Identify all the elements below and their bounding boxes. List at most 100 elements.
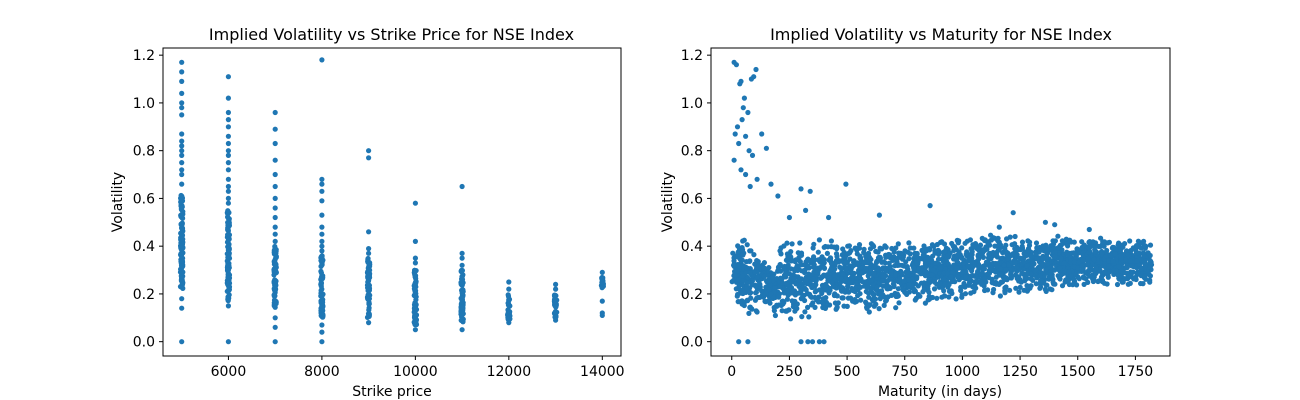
scatter-point <box>881 302 887 308</box>
scatter-point <box>746 148 752 154</box>
scatter-point <box>1055 245 1061 251</box>
scatter-point <box>734 293 740 299</box>
scatter-point <box>1089 274 1095 280</box>
scatter-point <box>848 275 855 281</box>
scatter-point <box>1147 279 1153 285</box>
scatter-point <box>552 292 558 298</box>
scatter-point <box>411 319 417 325</box>
scatter-point <box>1122 276 1128 282</box>
scatter-point <box>319 293 325 299</box>
scatter-point <box>747 270 753 276</box>
scatter-point <box>907 251 913 257</box>
scatter-point <box>318 287 324 294</box>
scatter-point <box>1106 258 1112 264</box>
scatter-point <box>224 239 231 245</box>
scatter-point <box>506 279 512 285</box>
scatter-point <box>1141 238 1147 244</box>
scatter-point <box>904 273 910 279</box>
scatter-point <box>930 267 937 273</box>
scatter-point <box>1052 281 1058 287</box>
scatter-point <box>318 276 324 283</box>
scatter-point <box>458 317 464 323</box>
scatter-point <box>225 208 231 214</box>
chart-title: Implied Volatility vs Strike Price for N… <box>209 25 574 44</box>
scatter-point <box>1138 265 1144 272</box>
scatter-point <box>747 183 753 190</box>
scatter-point <box>861 259 868 265</box>
scatter-point <box>1052 253 1058 260</box>
scatter-point <box>1052 250 1058 256</box>
scatter-point <box>914 260 920 266</box>
scatter-point <box>784 240 790 246</box>
scatter-point <box>225 167 231 173</box>
scatter-point <box>459 304 465 310</box>
scatter-point <box>1124 248 1130 254</box>
scatter-point <box>459 290 465 296</box>
scatter-point <box>1103 249 1109 255</box>
scatter-point <box>899 262 905 268</box>
scatter-point <box>808 258 814 264</box>
scatter-point <box>319 262 325 268</box>
scatter-point <box>898 250 904 256</box>
scatter-point <box>180 236 186 242</box>
scatter-point <box>1009 242 1015 248</box>
scatter-point <box>799 314 805 320</box>
scatter-point <box>942 266 948 272</box>
scatter-point <box>1077 250 1083 256</box>
scatter-point <box>599 276 605 282</box>
scatter-point <box>828 256 834 262</box>
scatter-point <box>965 263 972 269</box>
scatter-point <box>1071 259 1077 265</box>
scatter-point <box>763 299 769 305</box>
scatter-point <box>412 279 419 286</box>
scatter-point <box>272 238 278 244</box>
scatter-point <box>872 263 878 269</box>
scatter-point <box>1063 236 1069 242</box>
scatter-point <box>745 339 751 345</box>
scatter-point <box>272 140 278 147</box>
scatter-point <box>364 282 371 288</box>
scatter-point <box>964 238 970 244</box>
scatter-point <box>739 117 745 123</box>
scatter-point <box>553 303 559 309</box>
scatter-point <box>1116 264 1122 270</box>
scatter-point <box>180 280 186 287</box>
scatter-point <box>976 263 982 269</box>
scatter-point <box>320 312 326 318</box>
scatter-point <box>734 268 741 274</box>
scatter-point <box>937 265 944 271</box>
scatter-point <box>871 296 877 302</box>
scatter-point <box>969 259 975 265</box>
scatter-point <box>1052 222 1058 228</box>
scatter-point <box>981 248 987 254</box>
scatter-point <box>895 293 901 299</box>
scatter-point <box>754 176 760 182</box>
scatter-point <box>996 281 1002 287</box>
scatter-point <box>1076 276 1082 282</box>
y-tick-label: 0.2 <box>681 287 703 303</box>
scatter-point <box>225 152 231 158</box>
scatter-point <box>946 288 953 294</box>
scatter-point <box>817 287 823 293</box>
scatter-point <box>743 133 749 139</box>
scatter-point <box>853 284 859 290</box>
scatter-point <box>877 245 883 251</box>
scatter-point <box>971 244 978 250</box>
scatter-point <box>179 171 185 178</box>
scatter-point <box>1013 264 1020 270</box>
scatter-point <box>1145 250 1151 256</box>
scatter-point <box>931 286 938 292</box>
scatter-point <box>744 242 750 248</box>
scatter-point <box>1042 219 1048 225</box>
scatter-point <box>1033 251 1039 257</box>
y-tick-label: 0.6 <box>133 191 155 207</box>
scatter-point <box>834 304 840 310</box>
scatter-point <box>954 265 960 271</box>
scatter-point <box>843 181 849 187</box>
scatter-point <box>1003 267 1009 273</box>
scatter-point <box>179 78 185 84</box>
scatter-point <box>1133 243 1140 249</box>
y-tick-label: 0.2 <box>133 287 155 303</box>
scatter-point <box>825 278 831 284</box>
